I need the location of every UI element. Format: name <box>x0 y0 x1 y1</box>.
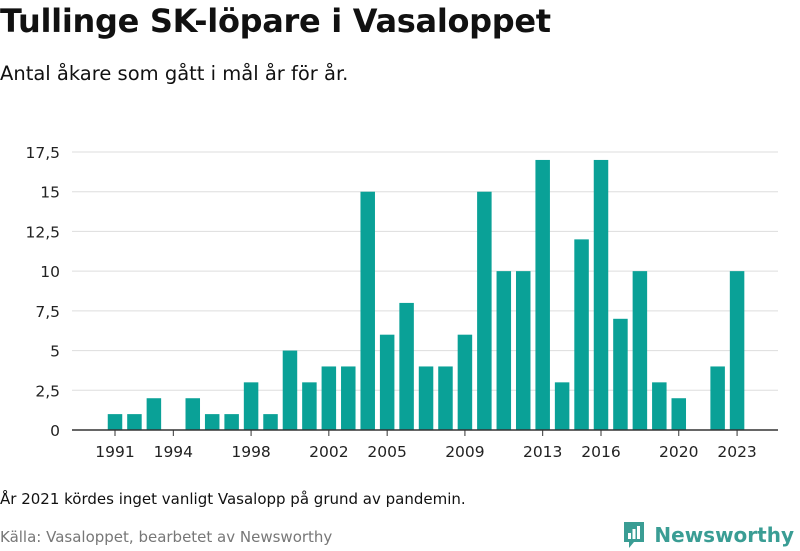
x-tick-label: 1991 <box>95 443 134 461</box>
x-tick-label: 2023 <box>717 443 756 461</box>
x-tick-label: 2016 <box>581 443 620 461</box>
axes: 0 2,5 5 7,5 10 12,5 15 17,5 1991 1994 1998 2002 2005… <box>25 144 778 461</box>
y-tick-label: 5 <box>50 343 60 361</box>
grid-lines <box>72 151 778 391</box>
y-tick-label: 12,5 <box>25 223 60 241</box>
bar-2022 <box>710 366 725 430</box>
bar-2013 <box>535 159 550 430</box>
newsworthy-logo[interactable]: Newsworthy <box>622 519 794 551</box>
y-tick-label: 2,5 <box>35 382 60 400</box>
x-tick-label: 2002 <box>309 443 348 461</box>
bar-2002 <box>321 366 337 430</box>
bar-2015 <box>574 239 589 430</box>
bar-1995 <box>185 398 201 430</box>
y-tick-label: 7,5 <box>35 303 60 321</box>
bar-2001 <box>302 382 317 430</box>
bar-2008 <box>438 366 453 430</box>
bar-2000 <box>282 350 298 430</box>
bar-2006 <box>399 302 414 430</box>
brand-name: Newsworthy <box>654 523 794 547</box>
y-tick-label: 15 <box>40 184 60 202</box>
bar-1996 <box>204 414 220 430</box>
bar-2009 <box>457 334 473 430</box>
newsworthy-logo-icon <box>624 522 645 548</box>
bar-1999 <box>263 414 278 430</box>
bar-2012 <box>515 271 531 430</box>
bar-1993 <box>146 398 162 430</box>
source-credit: Källa: Vasaloppet, bearbetet av Newswort… <box>0 528 333 546</box>
bar-chart: 0 2,5 5 7,5 10 12,5 15 17,5 1991 1994 1998 2002 2005… <box>25 144 778 461</box>
x-tick-label: 1998 <box>231 443 270 461</box>
y-tick-label: 10 <box>40 263 60 281</box>
bar-2005 <box>379 334 395 430</box>
bar-2020 <box>671 398 687 430</box>
x-tick-label: 2013 <box>523 443 562 461</box>
chart-note: År 2021 kördes inget vanligt Vasalopp på… <box>0 490 466 508</box>
bar-2018 <box>632 271 648 430</box>
bar-2016 <box>593 159 609 430</box>
bar-1992 <box>127 414 142 430</box>
bar-2023 <box>729 271 745 430</box>
bar-2004 <box>360 191 375 430</box>
y-tick-label: 0 <box>50 422 60 440</box>
chart-title: Tullinge SK-löpare i Vasaloppet <box>0 2 551 40</box>
bar-2010 <box>477 191 492 430</box>
bar-1997 <box>224 414 239 430</box>
bar-2019 <box>652 382 667 430</box>
bar-1991 <box>107 414 123 430</box>
bar-2017 <box>613 318 628 430</box>
y-tick-label: 17,5 <box>25 144 60 162</box>
x-tick-label: 1994 <box>154 443 193 461</box>
bar-2007 <box>418 366 434 430</box>
bar-2011 <box>496 271 512 430</box>
bar-2003 <box>341 366 356 430</box>
chart-subtitle: Antal åkare som gått i mål år för år. <box>0 62 349 85</box>
x-tick-label: 2009 <box>445 443 484 461</box>
x-tick-label: 2005 <box>367 443 406 461</box>
bars <box>107 159 745 430</box>
x-tick-label: 2020 <box>659 443 698 461</box>
bar-2014 <box>554 382 570 430</box>
bar-1998 <box>243 382 259 430</box>
